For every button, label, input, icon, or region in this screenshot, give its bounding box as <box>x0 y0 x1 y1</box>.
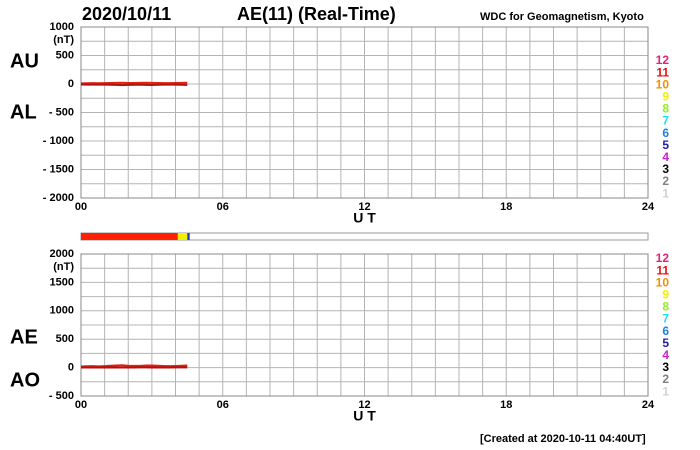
footer: [Created at 2020-10-11 04:40UT] <box>480 433 646 445</box>
y-tick-label: 500 <box>56 49 74 61</box>
series-line <box>80 364 188 368</box>
legend-label: 6 <box>662 126 669 140</box>
coverage-segment <box>187 233 190 240</box>
legend-label: 5 <box>662 336 669 350</box>
series-line <box>80 81 188 85</box>
legend-label: 11 <box>656 263 669 277</box>
y-tick-label: 2000 <box>50 248 74 260</box>
plot-frame <box>80 26 649 199</box>
legend-label: 4 <box>662 348 669 362</box>
x-tick-label: 12 <box>358 399 370 411</box>
legend-label: 7 <box>662 312 669 326</box>
legend-label: 2 <box>662 174 669 188</box>
legend-label: 12 <box>656 251 670 265</box>
legend-label: 1 <box>662 186 669 200</box>
legend-label: 12 <box>656 53 670 67</box>
legend-label: 2 <box>662 372 669 386</box>
y-tick-label: 1000 <box>50 305 74 317</box>
legend-label: 9 <box>662 287 669 301</box>
legend-label: 3 <box>662 162 669 176</box>
source: WDC for Geomagnetism, Kyoto <box>480 11 644 23</box>
coverage-segment <box>177 233 188 240</box>
x-tick-label: 00 <box>75 201 87 213</box>
legend-label: 5 <box>662 138 669 152</box>
y-tick-label: - 2000 <box>43 192 74 204</box>
legend-label: 7 <box>662 114 669 128</box>
y-tick-label: 1000 <box>50 21 74 33</box>
series-line <box>80 83 188 87</box>
y-tick-label: 1500 <box>50 276 74 288</box>
legend-label: 3 <box>662 360 669 374</box>
x-tick-label: 24 <box>642 201 655 213</box>
plot-frame <box>80 253 649 397</box>
y-tick-label: - 1500 <box>43 163 74 175</box>
legend-label: 8 <box>662 300 669 314</box>
x-tick-label: 00 <box>75 399 87 411</box>
date-title: 2020/10/11 <box>82 4 171 24</box>
x-tick-label: 24 <box>642 399 655 411</box>
series-label: AU <box>10 50 39 72</box>
legend-label: 6 <box>662 324 669 338</box>
legend-label: 9 <box>662 89 669 103</box>
y-tick-label: - 500 <box>49 106 74 118</box>
y-tick-label: 0 <box>68 362 74 374</box>
legend-label: 8 <box>662 102 669 116</box>
x-tick-label: 06 <box>217 201 229 213</box>
x-tick-label: 12 <box>358 201 370 213</box>
x-axis-title: U T <box>353 408 376 424</box>
y-tick-label: - 1000 <box>43 135 74 147</box>
y-tick-label: - 500 <box>49 390 74 402</box>
chart-title: AE(11) (Real-Time) <box>237 4 396 24</box>
y-tick-label: 500 <box>56 333 74 345</box>
series-label: AL <box>10 101 37 123</box>
legend-label: 10 <box>656 275 670 289</box>
x-axis-title: U T <box>353 210 376 226</box>
unit-label: (nT) <box>53 34 74 46</box>
x-tick-label: 18 <box>500 201 512 213</box>
unit-label: (nT) <box>53 261 74 273</box>
x-tick-label: 18 <box>500 399 512 411</box>
x-tick-label: 06 <box>217 399 229 411</box>
legend-label: 10 <box>656 77 670 91</box>
y-tick-label: 0 <box>68 78 74 90</box>
series-label: AE <box>10 326 38 348</box>
legend-label: 1 <box>662 384 669 398</box>
coverage-segment <box>81 233 178 240</box>
legend-label: 11 <box>656 65 669 79</box>
legend-label: 4 <box>662 150 669 164</box>
series-label: AO <box>10 369 40 391</box>
